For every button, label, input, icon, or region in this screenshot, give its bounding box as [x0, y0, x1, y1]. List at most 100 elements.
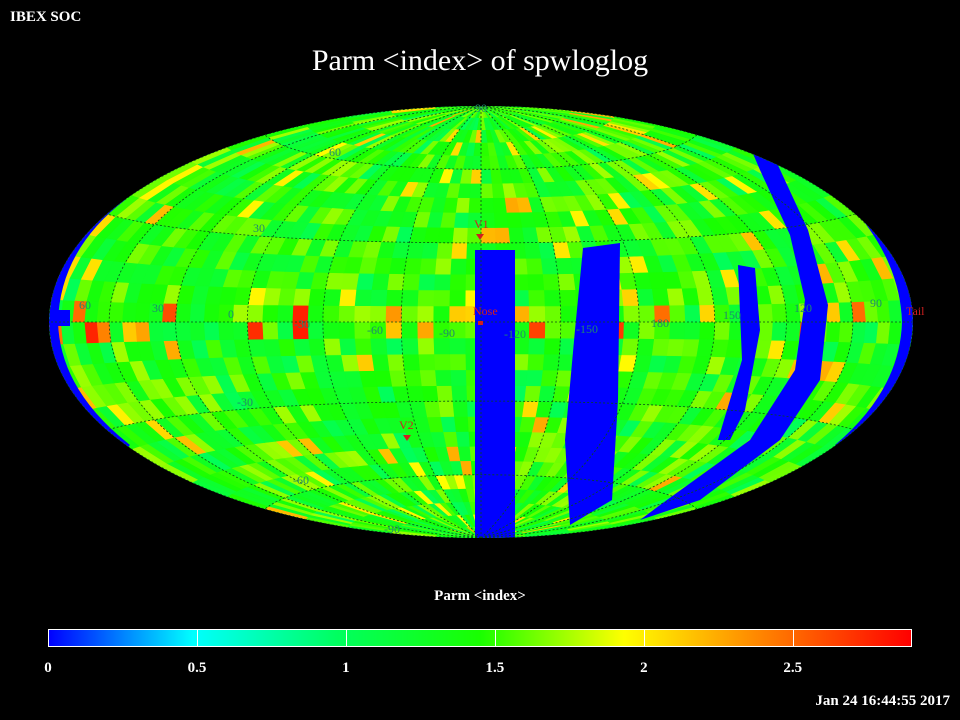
colorbar-tick-mark	[494, 629, 496, 647]
map-pixel	[668, 304, 686, 323]
map-pixel	[527, 289, 545, 307]
meridian-line	[480, 106, 640, 538]
map-pixel	[403, 257, 422, 275]
map-pixel	[386, 273, 405, 291]
map-pixel	[453, 416, 469, 432]
map-pixel	[507, 226, 525, 244]
colorbar-tick-mark	[197, 629, 198, 647]
map-pixel	[540, 369, 559, 387]
map-pixel	[528, 305, 546, 323]
map-pixel	[668, 321, 686, 340]
map-pixel	[528, 321, 546, 339]
marker-v2: V2	[399, 418, 414, 441]
lat-label: 30	[253, 221, 265, 235]
map-pixel	[620, 288, 639, 306]
map-pixel	[527, 337, 545, 355]
map-pixel	[417, 337, 435, 355]
map-pixel	[322, 321, 340, 339]
map-pixel	[419, 257, 437, 275]
no-data-edge	[49, 195, 130, 450]
lat-label: -60	[293, 473, 309, 487]
map-pixel	[448, 337, 466, 355]
map-pixel	[416, 305, 434, 323]
map-pixel	[277, 338, 296, 357]
map-pixel	[323, 288, 342, 306]
map-pixel	[542, 353, 560, 371]
map-pixel	[838, 321, 854, 343]
no-data-band	[475, 250, 515, 538]
map-pixel	[470, 168, 482, 184]
map-pixel	[620, 338, 639, 356]
map-pixel	[232, 304, 249, 323]
colorbar-tick-label: 0	[44, 660, 52, 676]
map-pixel	[232, 321, 249, 340]
map-pixel	[189, 303, 206, 323]
no-data-patch	[52, 310, 70, 326]
map-pixel	[537, 241, 556, 259]
map-pixel	[875, 321, 891, 344]
marker-nose-label: Nose	[473, 304, 498, 318]
map-pixel	[401, 337, 419, 355]
lon-label: -120	[504, 327, 526, 341]
map-pixel	[493, 212, 509, 228]
map-pixel	[523, 242, 541, 259]
map-pixel	[636, 338, 655, 356]
lon-label: -90	[439, 326, 455, 340]
map-pixel	[863, 321, 879, 344]
map-pixel	[506, 211, 523, 228]
map-pixel	[560, 321, 577, 339]
corner-label: IBEX SOC	[10, 9, 82, 25]
map-pixel	[338, 288, 357, 307]
map-pixel	[494, 227, 511, 244]
map-pixel	[386, 353, 405, 371]
map-pixel	[559, 289, 577, 307]
marker-tail: Tail	[906, 304, 925, 318]
map-pixel	[525, 257, 543, 275]
map-pixel	[276, 321, 294, 340]
colorbar-tick-mark	[48, 629, 49, 647]
map-pixel	[353, 305, 371, 323]
map-pixel	[451, 400, 468, 417]
map-pixel	[543, 337, 561, 355]
map-pixel	[96, 321, 112, 343]
map-pixel	[698, 304, 716, 323]
map-pixel	[713, 321, 730, 340]
page-title: Parm <index> of spwloglog	[311, 44, 649, 77]
map-pixel	[525, 369, 543, 387]
map-pixel	[161, 321, 178, 342]
map-pixel	[161, 302, 178, 323]
marker-nose: Nose	[473, 304, 498, 325]
lat-label: 60	[329, 145, 341, 159]
map-pixel	[371, 273, 390, 291]
map-pixel	[432, 305, 450, 323]
map-pixel	[491, 182, 505, 199]
map-pixel	[480, 155, 491, 170]
map-pixel	[416, 321, 434, 339]
latitude-labels: 90 60 30 -30 -60 -90	[237, 101, 487, 536]
sky-map: 60 30 0 -30 -60 -90 -120 -150 180 150 120 90 90 60 30…	[49, 101, 925, 538]
parallel-line	[106, 400, 856, 431]
map-pixel	[401, 289, 419, 307]
map-pixel	[681, 287, 700, 306]
marker-v1-label: V1	[474, 217, 489, 231]
map-pixel	[355, 272, 375, 290]
map-pixel	[435, 242, 453, 259]
map-pixel	[338, 321, 355, 339]
meridian-line	[108, 106, 482, 538]
map-pixel	[419, 369, 437, 387]
map-pixel	[417, 289, 435, 307]
map-pixel	[555, 257, 574, 275]
map-pixel	[134, 321, 151, 342]
map-pixel	[480, 197, 495, 213]
meridian-line	[400, 106, 482, 538]
map-pixel	[526, 353, 545, 371]
map-pixel	[537, 385, 556, 403]
map-pixel	[666, 338, 685, 357]
map-pixel	[560, 305, 577, 323]
lat-label: -90	[384, 522, 400, 536]
map-pixel	[451, 227, 468, 244]
map-pixel	[437, 400, 455, 418]
map-pixel	[432, 337, 450, 355]
map-pixel	[292, 338, 311, 356]
map-pixel	[636, 288, 655, 306]
